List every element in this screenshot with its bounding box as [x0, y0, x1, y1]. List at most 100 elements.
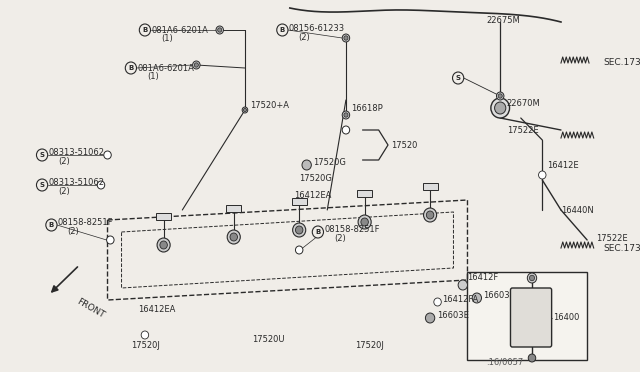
Circle shape — [361, 218, 369, 226]
Text: 17520J: 17520J — [131, 340, 160, 350]
Circle shape — [452, 72, 464, 84]
Text: 17520+A: 17520+A — [250, 100, 289, 109]
Circle shape — [344, 36, 348, 40]
Circle shape — [426, 211, 434, 219]
Text: 17520G: 17520G — [313, 157, 346, 167]
Circle shape — [160, 241, 167, 249]
Circle shape — [342, 34, 349, 42]
Circle shape — [218, 28, 222, 32]
Circle shape — [36, 179, 48, 191]
Text: S: S — [456, 75, 461, 81]
Text: B: B — [280, 27, 285, 33]
Text: S: S — [40, 182, 45, 188]
Bar — [357, 190, 372, 197]
Bar — [292, 198, 307, 205]
Text: 22675M: 22675M — [486, 16, 520, 25]
Text: 17520U: 17520U — [252, 336, 285, 344]
Circle shape — [497, 92, 504, 100]
Text: 08313-51062: 08313-51062 — [49, 148, 104, 157]
Circle shape — [104, 151, 111, 159]
Bar — [467, 272, 587, 360]
Text: 17520J: 17520J — [355, 340, 384, 350]
Text: 16412FA: 16412FA — [442, 295, 479, 305]
Circle shape — [195, 63, 198, 67]
Circle shape — [296, 226, 303, 234]
Text: 16400: 16400 — [554, 314, 580, 323]
Text: 16618P: 16618P — [351, 103, 382, 112]
Circle shape — [358, 215, 371, 229]
Text: (1): (1) — [147, 71, 159, 80]
Circle shape — [424, 208, 436, 222]
Circle shape — [141, 331, 148, 339]
Text: 08156-61233: 08156-61233 — [289, 23, 345, 32]
Circle shape — [528, 354, 536, 362]
Circle shape — [243, 108, 246, 112]
Circle shape — [458, 280, 467, 290]
Circle shape — [344, 113, 348, 117]
Circle shape — [296, 246, 303, 254]
FancyBboxPatch shape — [511, 288, 552, 347]
Text: (2): (2) — [298, 32, 310, 42]
Circle shape — [434, 298, 442, 306]
Circle shape — [97, 181, 105, 189]
Bar — [422, 183, 438, 190]
Text: (2): (2) — [58, 186, 70, 196]
Circle shape — [36, 149, 48, 161]
Circle shape — [46, 219, 57, 231]
Circle shape — [342, 111, 349, 119]
Circle shape — [529, 275, 534, 281]
Circle shape — [472, 293, 481, 303]
Circle shape — [495, 102, 506, 114]
Text: 22670M: 22670M — [507, 99, 541, 108]
Circle shape — [527, 273, 537, 283]
Text: SEC.173: SEC.173 — [603, 244, 640, 253]
Text: 08158-8251F: 08158-8251F — [58, 218, 113, 227]
Bar — [227, 205, 241, 212]
Circle shape — [193, 61, 200, 69]
Circle shape — [302, 160, 311, 170]
Circle shape — [538, 171, 546, 179]
Text: (1): (1) — [161, 33, 173, 42]
Circle shape — [312, 226, 323, 238]
Text: 16603: 16603 — [483, 291, 510, 299]
Text: 17522E: 17522E — [507, 125, 538, 135]
Text: 081A6-6201A: 081A6-6201A — [138, 64, 195, 73]
Text: 17520G: 17520G — [299, 173, 332, 183]
Text: 08158-8251F: 08158-8251F — [324, 224, 380, 234]
Circle shape — [242, 107, 248, 113]
Circle shape — [342, 126, 349, 134]
Text: SEC.173: SEC.173 — [603, 58, 640, 67]
Circle shape — [125, 62, 136, 74]
Text: .16/0057: .16/0057 — [486, 357, 524, 366]
Circle shape — [157, 238, 170, 252]
Text: (2): (2) — [67, 227, 79, 235]
Text: 08313-51062: 08313-51062 — [49, 177, 104, 186]
Circle shape — [227, 230, 240, 244]
Circle shape — [292, 223, 306, 237]
Circle shape — [276, 24, 288, 36]
Text: (2): (2) — [58, 157, 70, 166]
Text: 081A6-6201A: 081A6-6201A — [152, 26, 209, 35]
Circle shape — [140, 24, 150, 36]
Text: (2): (2) — [334, 234, 346, 243]
Text: B: B — [142, 27, 148, 33]
Bar — [156, 213, 171, 220]
Text: 17522E: 17522E — [596, 234, 628, 243]
Circle shape — [216, 26, 223, 34]
Text: 17520: 17520 — [391, 141, 417, 150]
Circle shape — [491, 98, 509, 118]
Text: 16412F: 16412F — [467, 273, 499, 282]
Text: 16412EA: 16412EA — [294, 190, 332, 199]
Circle shape — [230, 233, 237, 241]
Circle shape — [426, 313, 435, 323]
Text: FRONT: FRONT — [75, 296, 106, 320]
Circle shape — [498, 94, 502, 98]
Text: S: S — [40, 152, 45, 158]
Text: B: B — [128, 65, 134, 71]
Circle shape — [107, 236, 114, 244]
Text: 16440N: 16440N — [561, 205, 594, 215]
Text: B: B — [316, 229, 321, 235]
Text: B: B — [49, 222, 54, 228]
Text: 16603E: 16603E — [436, 311, 468, 321]
Text: 16412EA: 16412EA — [138, 305, 176, 314]
